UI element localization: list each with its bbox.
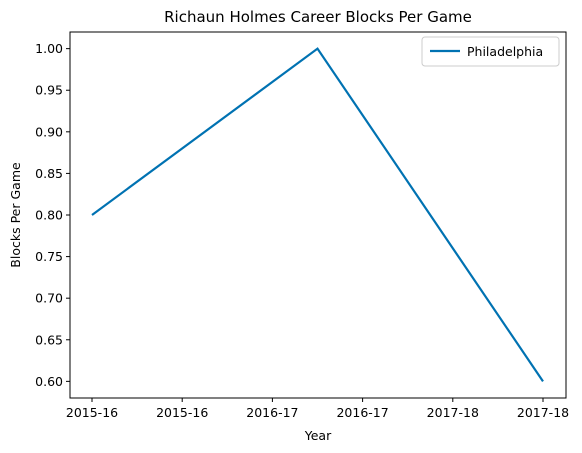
series-line-philadelphia bbox=[91, 47, 544, 382]
y-tick-label: 0.95 bbox=[35, 83, 63, 98]
plot-lines bbox=[91, 47, 544, 382]
y-tick-label: 0.75 bbox=[35, 249, 63, 264]
x-tick-label: 2016-17 bbox=[246, 405, 298, 420]
y-axis-label: Blocks Per Game bbox=[8, 162, 23, 268]
x-axis-label: Year bbox=[304, 428, 332, 443]
y-tick-label: 0.70 bbox=[35, 291, 63, 306]
legend-label-philadelphia: Philadelphia bbox=[467, 44, 543, 59]
y-tick-label: 0.65 bbox=[35, 332, 63, 347]
x-tick-label: 2017-18 bbox=[427, 405, 479, 420]
y-tick-label: 0.60 bbox=[35, 374, 63, 389]
x-axis-ticks: 2015-16 2015-16 2016-17 2016-17 2017-18 2017-… bbox=[66, 398, 569, 420]
plot-frame bbox=[69, 31, 567, 399]
x-tick-label: 2015-16 bbox=[156, 405, 208, 420]
y-axis-ticks: 0.60 0.65 0.70 0.75 0.80 0.85 0.90 0.95 1.00 bbox=[35, 41, 70, 389]
legend-box bbox=[421, 36, 560, 67]
chart-title: Richaun Holmes Career Blocks Per Game bbox=[164, 8, 472, 26]
y-tick-label: 0.80 bbox=[35, 208, 63, 223]
x-tick-label: 2015-16 bbox=[66, 405, 118, 420]
y-tick-label: 1.00 bbox=[35, 41, 63, 56]
legend: Philadelphia bbox=[421, 36, 560, 67]
x-tick-label: 2017-18 bbox=[517, 405, 569, 420]
x-tick-label: 2016-17 bbox=[336, 405, 388, 420]
y-tick-label: 0.85 bbox=[35, 166, 63, 181]
y-tick-label: 0.90 bbox=[35, 124, 63, 139]
